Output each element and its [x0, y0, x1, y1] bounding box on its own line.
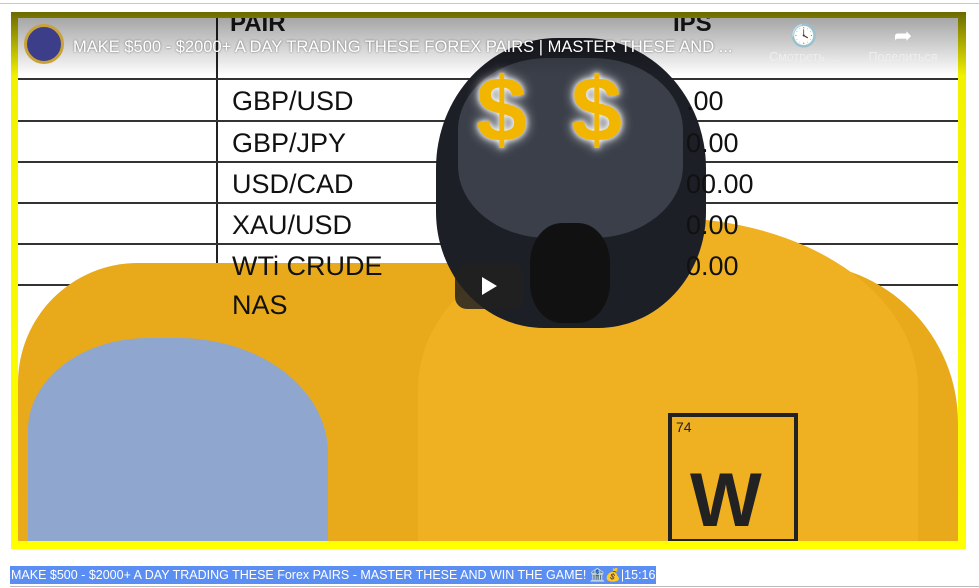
share-arrow-icon: ➦: [893, 23, 913, 48]
table-header-pips: IPS: [673, 18, 712, 37]
bank-moneybag-emoji-icon: 🏦💰: [589, 568, 621, 582]
share-button[interactable]: ➦ Поделиться: [858, 22, 948, 64]
table-pair: GBP/USD: [232, 86, 354, 116]
suit-logo: W 74: [668, 413, 798, 541]
share-label: Поделиться: [868, 50, 938, 64]
video-title-link[interactable]: MAKE $500 - $2000+ A DAY TRADING THESE F…: [73, 38, 733, 56]
table-pips: 0.00: [686, 210, 739, 240]
top-divider: [0, 3, 979, 4]
watch-later-label: Смотреть ...: [769, 50, 839, 64]
bottom-divider: [10, 586, 979, 587]
mask-filter: [530, 223, 610, 323]
table-pair: GBP/JPY: [232, 128, 347, 158]
video-thumbnail[interactable]: $ $ W 74 MAKE $500 - $2000+ A DAY TRADIN…: [18, 18, 958, 541]
table-pair: WTi CRUDE: [232, 251, 383, 281]
dollar-eye-icon: $: [476, 59, 528, 161]
video-player[interactable]: $ $ W 74 MAKE $500 - $2000+ A DAY TRADIN…: [11, 12, 966, 549]
suit-logo-letter: W: [690, 458, 762, 541]
table-pair: XAU/USD: [232, 210, 353, 240]
table-pips: 0.00: [686, 251, 739, 281]
table-pips: 00.00: [686, 169, 754, 199]
table-pips: 0.00: [686, 128, 739, 158]
caption-text: MAKE $500 - $2000+ A DAY TRADING THESE F…: [11, 568, 590, 582]
player-top-bar: MAKE $500 - $2000+ A DAY TRADING THESE F…: [18, 18, 958, 76]
table-pair: NAS: [232, 290, 288, 320]
channel-avatar[interactable]: [24, 24, 64, 64]
table-pips: .00: [686, 86, 724, 116]
suit-logo-number: 74: [676, 419, 692, 435]
watch-later-button[interactable]: 🕓 Смотреть ...: [759, 22, 849, 64]
blue-glove: [28, 338, 328, 541]
caption-duration: |15:16: [620, 568, 656, 582]
table-pair: USD/CAD: [232, 169, 354, 199]
video-caption-selected[interactable]: MAKE $500 - $2000+ A DAY TRADING THESE F…: [10, 566, 657, 584]
play-button[interactable]: [455, 263, 523, 309]
table-header-pair: PAIR: [230, 18, 286, 37]
clock-icon: 🕓: [790, 23, 818, 48]
dollar-eye-icon: $: [571, 59, 623, 161]
mask-visor: [458, 58, 683, 238]
